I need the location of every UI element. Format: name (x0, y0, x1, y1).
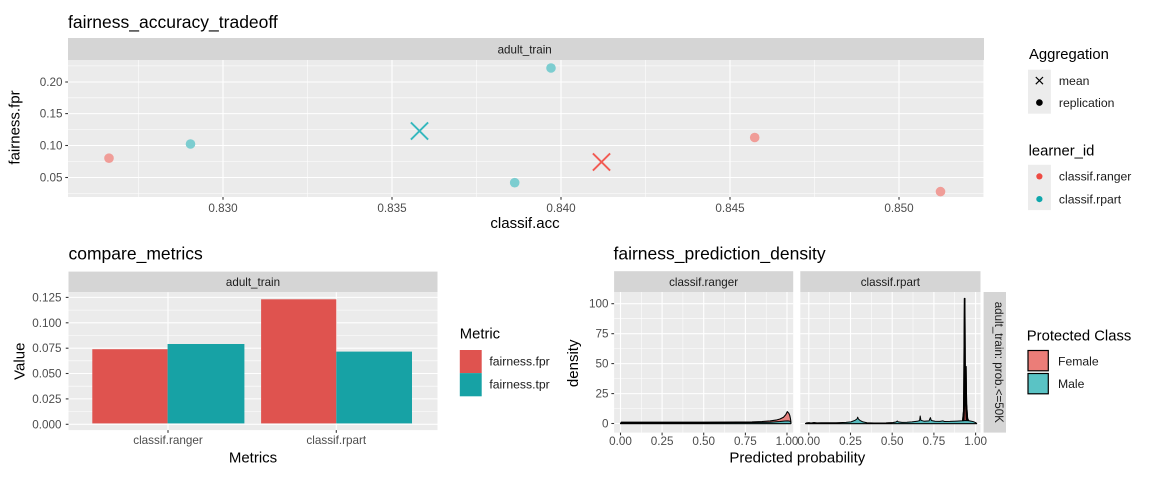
svg-text:1.00: 1.00 (964, 435, 987, 448)
svg-text:density: density (565, 339, 582, 387)
svg-text:0.830: 0.830 (208, 202, 238, 215)
svg-text:0.10: 0.10 (40, 140, 63, 153)
svg-text:compare_metrics: compare_metrics (69, 244, 203, 265)
svg-text:0.15: 0.15 (40, 108, 63, 121)
svg-text:Value: Value (12, 343, 29, 380)
svg-text:adult_train: adult_train (498, 43, 552, 56)
svg-text:50: 50 (595, 358, 609, 371)
svg-text:Metrics: Metrics (229, 450, 277, 467)
svg-text:fairness.fpr: fairness.fpr (7, 90, 24, 164)
svg-text:75: 75 (595, 328, 609, 341)
svg-text:0.850: 0.850 (884, 202, 914, 215)
svg-text:classif.acc: classif.acc (490, 215, 560, 232)
svg-text:classif.rpart: classif.rpart (861, 276, 921, 289)
svg-text:Protected Class: Protected Class (1027, 329, 1131, 345)
svg-text:fairness.tpr: fairness.tpr (489, 378, 549, 392)
svg-text:0.125: 0.125 (32, 291, 62, 304)
svg-text:100: 100 (589, 298, 609, 311)
svg-text:replication: replication (1059, 96, 1115, 110)
svg-text:0.05: 0.05 (40, 172, 63, 185)
svg-text:adult_train: prob.<=50K: adult_train: prob.<=50K (992, 302, 1005, 423)
svg-text:0.75: 0.75 (923, 435, 946, 448)
svg-text:Aggregation: Aggregation (1029, 47, 1109, 63)
svg-text:0.20: 0.20 (40, 76, 63, 89)
svg-text:classif.ranger: classif.ranger (133, 434, 203, 447)
svg-text:1.00: 1.00 (776, 435, 799, 448)
svg-text:classif.rpart: classif.rpart (1059, 192, 1122, 206)
svg-text:0.075: 0.075 (32, 342, 62, 355)
svg-text:0.00: 0.00 (797, 435, 820, 448)
svg-text:0.050: 0.050 (32, 368, 62, 381)
svg-text:classif.ranger: classif.ranger (669, 276, 738, 289)
svg-text:0.00: 0.00 (609, 435, 632, 448)
svg-text:0.25: 0.25 (651, 435, 674, 448)
svg-text:0.845: 0.845 (715, 202, 745, 215)
svg-text:0.50: 0.50 (881, 435, 904, 448)
svg-text:Metric: Metric (460, 327, 501, 343)
svg-text:classif.rpart: classif.rpart (306, 434, 367, 447)
svg-text:mean: mean (1059, 74, 1090, 88)
svg-text:Male: Male (1058, 377, 1085, 391)
svg-text:fairness.fpr: fairness.fpr (489, 355, 549, 369)
svg-text:0.025: 0.025 (32, 393, 62, 406)
svg-text:adult_train: adult_train (226, 276, 280, 289)
svg-text:0.50: 0.50 (692, 435, 715, 448)
svg-text:fairness_accuracy_tradeoff: fairness_accuracy_tradeoff (68, 12, 278, 33)
svg-text:fairness_prediction_density: fairness_prediction_density (614, 243, 826, 264)
svg-text:0.000: 0.000 (32, 418, 62, 431)
svg-text:0.840: 0.840 (546, 202, 576, 215)
svg-text:0.25: 0.25 (839, 435, 862, 448)
svg-text:Female: Female (1058, 355, 1099, 369)
svg-text:0.75: 0.75 (734, 435, 757, 448)
svg-text:0.835: 0.835 (377, 202, 407, 215)
svg-text:learner_id: learner_id (1029, 144, 1095, 160)
svg-text:classif.ranger: classif.ranger (1059, 170, 1131, 184)
svg-text:Predicted probability: Predicted probability (729, 450, 865, 467)
svg-text:25: 25 (595, 388, 609, 401)
svg-text:0.100: 0.100 (32, 317, 62, 330)
svg-text:0: 0 (602, 418, 609, 431)
